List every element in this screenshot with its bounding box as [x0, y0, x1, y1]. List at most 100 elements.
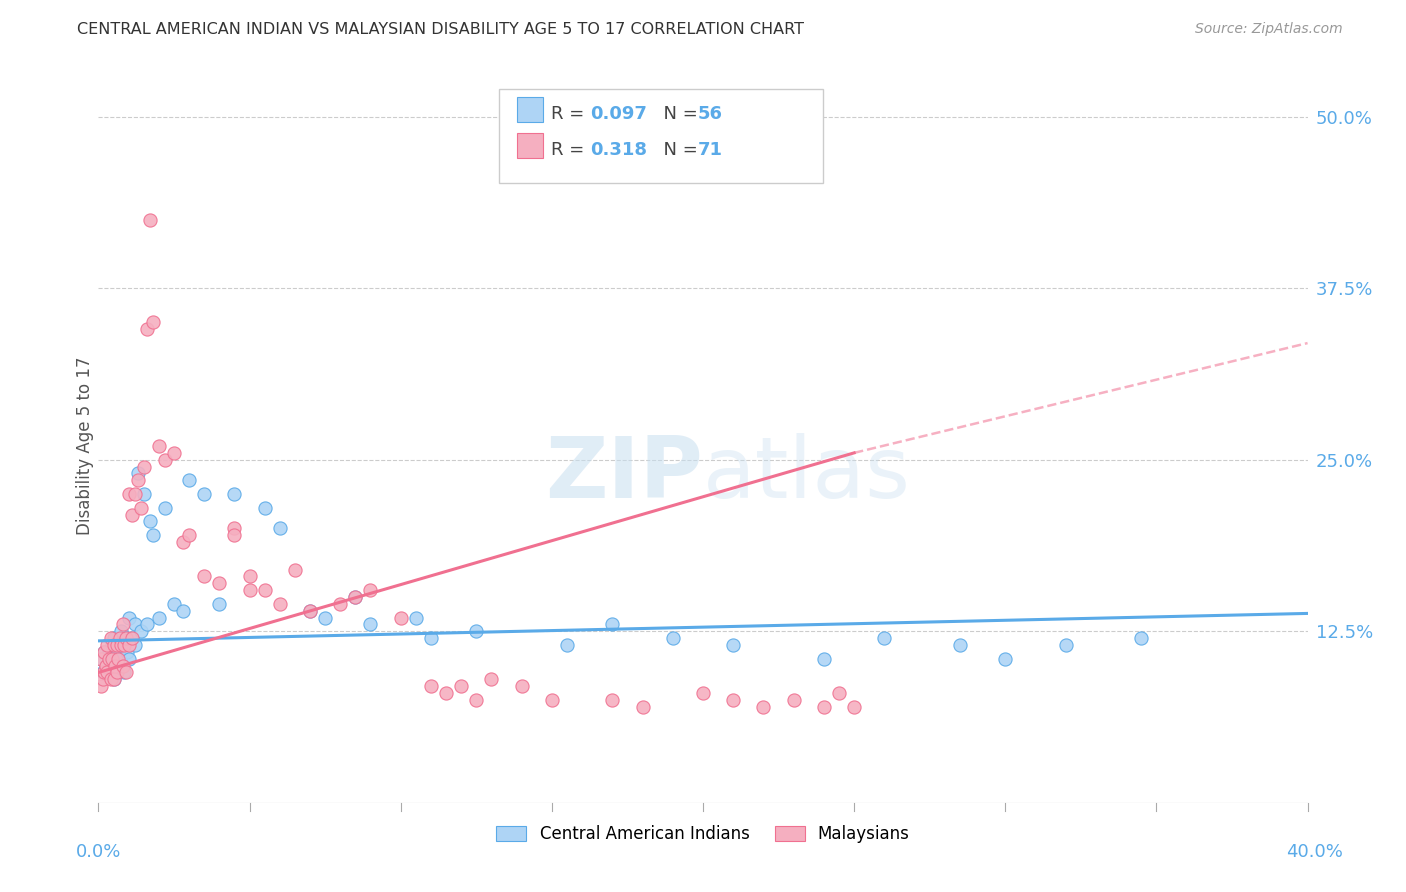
- Point: [692, 686, 714, 700]
- Point: [813, 651, 835, 665]
- Point: [96, 665, 118, 680]
- Point: [101, 638, 124, 652]
- Point: [148, 610, 170, 624]
- Point: [96, 638, 118, 652]
- Text: 40.0%: 40.0%: [1286, 843, 1343, 861]
- Text: 56: 56: [697, 105, 723, 123]
- Point: [844, 699, 866, 714]
- Point: [139, 515, 162, 529]
- Point: [179, 473, 201, 487]
- Point: [100, 651, 122, 665]
- Point: [98, 645, 121, 659]
- Point: [813, 699, 835, 714]
- Point: [783, 693, 806, 707]
- Text: R =: R =: [551, 105, 591, 123]
- Point: [631, 699, 654, 714]
- Point: [111, 638, 134, 652]
- Point: [103, 673, 125, 687]
- Point: [105, 638, 128, 652]
- Point: [405, 610, 427, 624]
- Point: [949, 638, 972, 652]
- Point: [110, 638, 132, 652]
- Text: 71: 71: [697, 141, 723, 159]
- Point: [121, 631, 143, 645]
- Point: [124, 487, 146, 501]
- Text: 0.318: 0.318: [591, 141, 648, 159]
- Point: [360, 617, 382, 632]
- Point: [153, 452, 176, 467]
- Point: [450, 679, 472, 693]
- Point: [253, 583, 276, 598]
- Point: [118, 487, 141, 501]
- Point: [873, 631, 896, 645]
- Text: ZIP: ZIP: [546, 433, 703, 516]
- Text: 0.097: 0.097: [591, 105, 647, 123]
- Point: [100, 631, 122, 645]
- Point: [107, 645, 129, 659]
- Point: [124, 638, 146, 652]
- Point: [208, 597, 231, 611]
- Point: [269, 597, 291, 611]
- Text: atlas: atlas: [703, 433, 911, 516]
- Point: [135, 617, 157, 632]
- Point: [110, 624, 132, 639]
- Point: [96, 665, 118, 680]
- Point: [108, 651, 131, 665]
- Point: [112, 638, 135, 652]
- Point: [111, 617, 134, 632]
- Point: [752, 699, 775, 714]
- Point: [98, 651, 121, 665]
- Point: [208, 576, 231, 591]
- Point: [179, 528, 201, 542]
- Point: [104, 658, 127, 673]
- Point: [148, 439, 170, 453]
- Point: [239, 569, 262, 583]
- Point: [142, 316, 165, 330]
- Point: [540, 693, 562, 707]
- Point: [91, 665, 114, 680]
- Point: [94, 658, 117, 673]
- Point: [114, 631, 136, 645]
- Point: [163, 446, 186, 460]
- Point: [129, 500, 152, 515]
- Point: [100, 673, 122, 687]
- Point: [94, 658, 117, 673]
- Point: [163, 597, 186, 611]
- Point: [107, 651, 129, 665]
- Point: [90, 679, 112, 693]
- Point: [132, 487, 155, 501]
- Point: [661, 631, 683, 645]
- Text: CENTRAL AMERICAN INDIAN VS MALAYSIAN DISABILITY AGE 5 TO 17 CORRELATION CHART: CENTRAL AMERICAN INDIAN VS MALAYSIAN DIS…: [77, 22, 804, 37]
- Point: [127, 473, 149, 487]
- Point: [224, 487, 246, 501]
- Point: [115, 645, 138, 659]
- Point: [344, 590, 367, 604]
- Point: [329, 597, 352, 611]
- Text: N =: N =: [652, 105, 704, 123]
- Point: [193, 569, 215, 583]
- Point: [129, 624, 152, 639]
- Point: [314, 610, 336, 624]
- Point: [723, 638, 745, 652]
- Point: [481, 673, 503, 687]
- Point: [101, 651, 124, 665]
- Point: [828, 686, 851, 700]
- Point: [112, 665, 135, 680]
- Point: [135, 322, 157, 336]
- Legend: Central American Indians, Malaysians: Central American Indians, Malaysians: [488, 817, 918, 852]
- Point: [153, 500, 176, 515]
- Point: [420, 679, 443, 693]
- Point: [132, 459, 155, 474]
- Text: Source: ZipAtlas.com: Source: ZipAtlas.com: [1195, 22, 1343, 37]
- Point: [121, 631, 143, 645]
- Point: [118, 610, 141, 624]
- Point: [555, 638, 578, 652]
- Point: [344, 590, 367, 604]
- Point: [465, 693, 488, 707]
- Point: [142, 528, 165, 542]
- Point: [253, 500, 276, 515]
- Point: [90, 651, 112, 665]
- Point: [224, 528, 246, 542]
- Y-axis label: Disability Age 5 to 17: Disability Age 5 to 17: [76, 357, 94, 535]
- Text: R =: R =: [551, 141, 591, 159]
